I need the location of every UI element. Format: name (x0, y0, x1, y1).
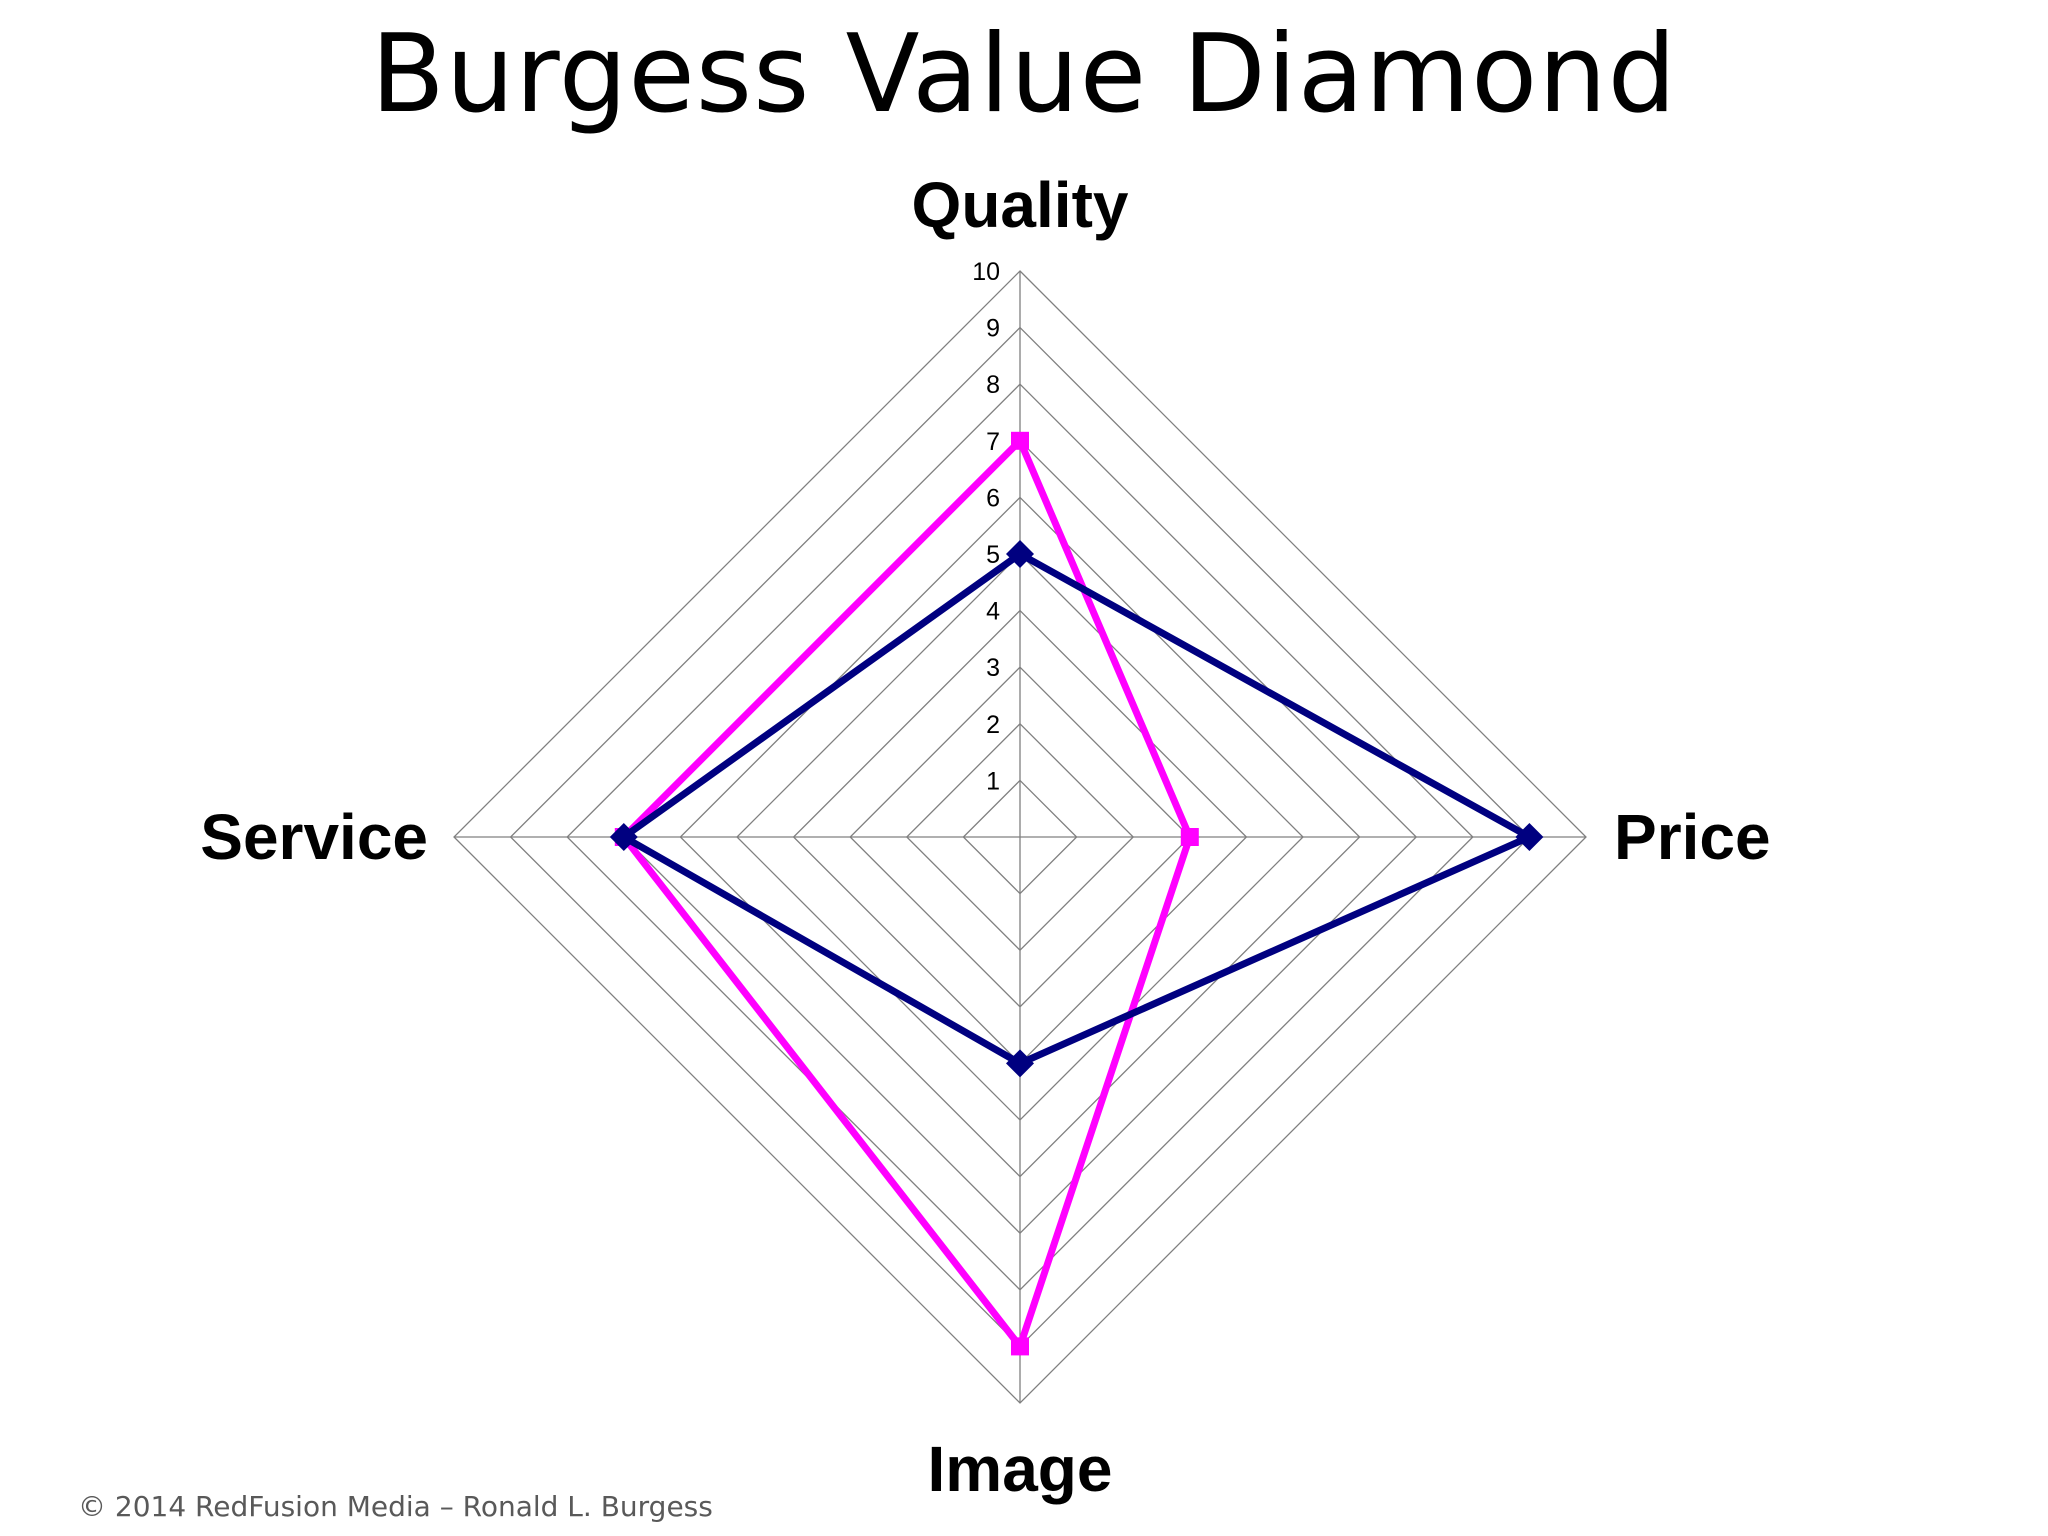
radar-series (609, 431, 1544, 1356)
series-1 (609, 540, 1544, 1078)
series-1-point-image (1006, 1049, 1034, 1078)
axis-label-price: Price (1614, 801, 1771, 873)
series-1-line (617, 549, 1538, 1068)
tick-label-8: 8 (986, 371, 1000, 399)
series-1-point-quality (1006, 540, 1034, 568)
series-2-point-price (1180, 828, 1199, 846)
series-2-point-quality (1011, 431, 1029, 450)
tick-label-1: 1 (986, 767, 1000, 795)
copyright-footer: © 2014 RedFusion Media – Ronald L. Burge… (78, 1490, 713, 1523)
series-2-point-image (1011, 1337, 1029, 1356)
tick-label-3: 3 (986, 654, 1000, 682)
tick-label-7: 7 (986, 428, 1000, 456)
tick-label-4: 4 (986, 598, 1000, 626)
tick-label-2: 2 (986, 711, 1000, 739)
axis-label-quality: Quality (912, 169, 1129, 241)
radar-axis-labels: Quality Price Image Service (200, 169, 1770, 1505)
tick-label-6: 6 (986, 484, 1000, 512)
axis-label-image: Image (928, 1433, 1113, 1505)
series-1-point-service (609, 823, 638, 851)
axis-label-service: Service (200, 801, 428, 873)
slide-title: Burgess Value Diamond (370, 12, 1678, 137)
tick-label-5: 5 (986, 541, 1000, 569)
tick-label-9: 9 (986, 315, 1000, 343)
series-1-point-price (1515, 823, 1544, 851)
radar-tick-labels: 1 2 3 4 5 6 7 8 9 10 (972, 258, 1000, 795)
tick-label-10: 10 (972, 258, 1000, 286)
